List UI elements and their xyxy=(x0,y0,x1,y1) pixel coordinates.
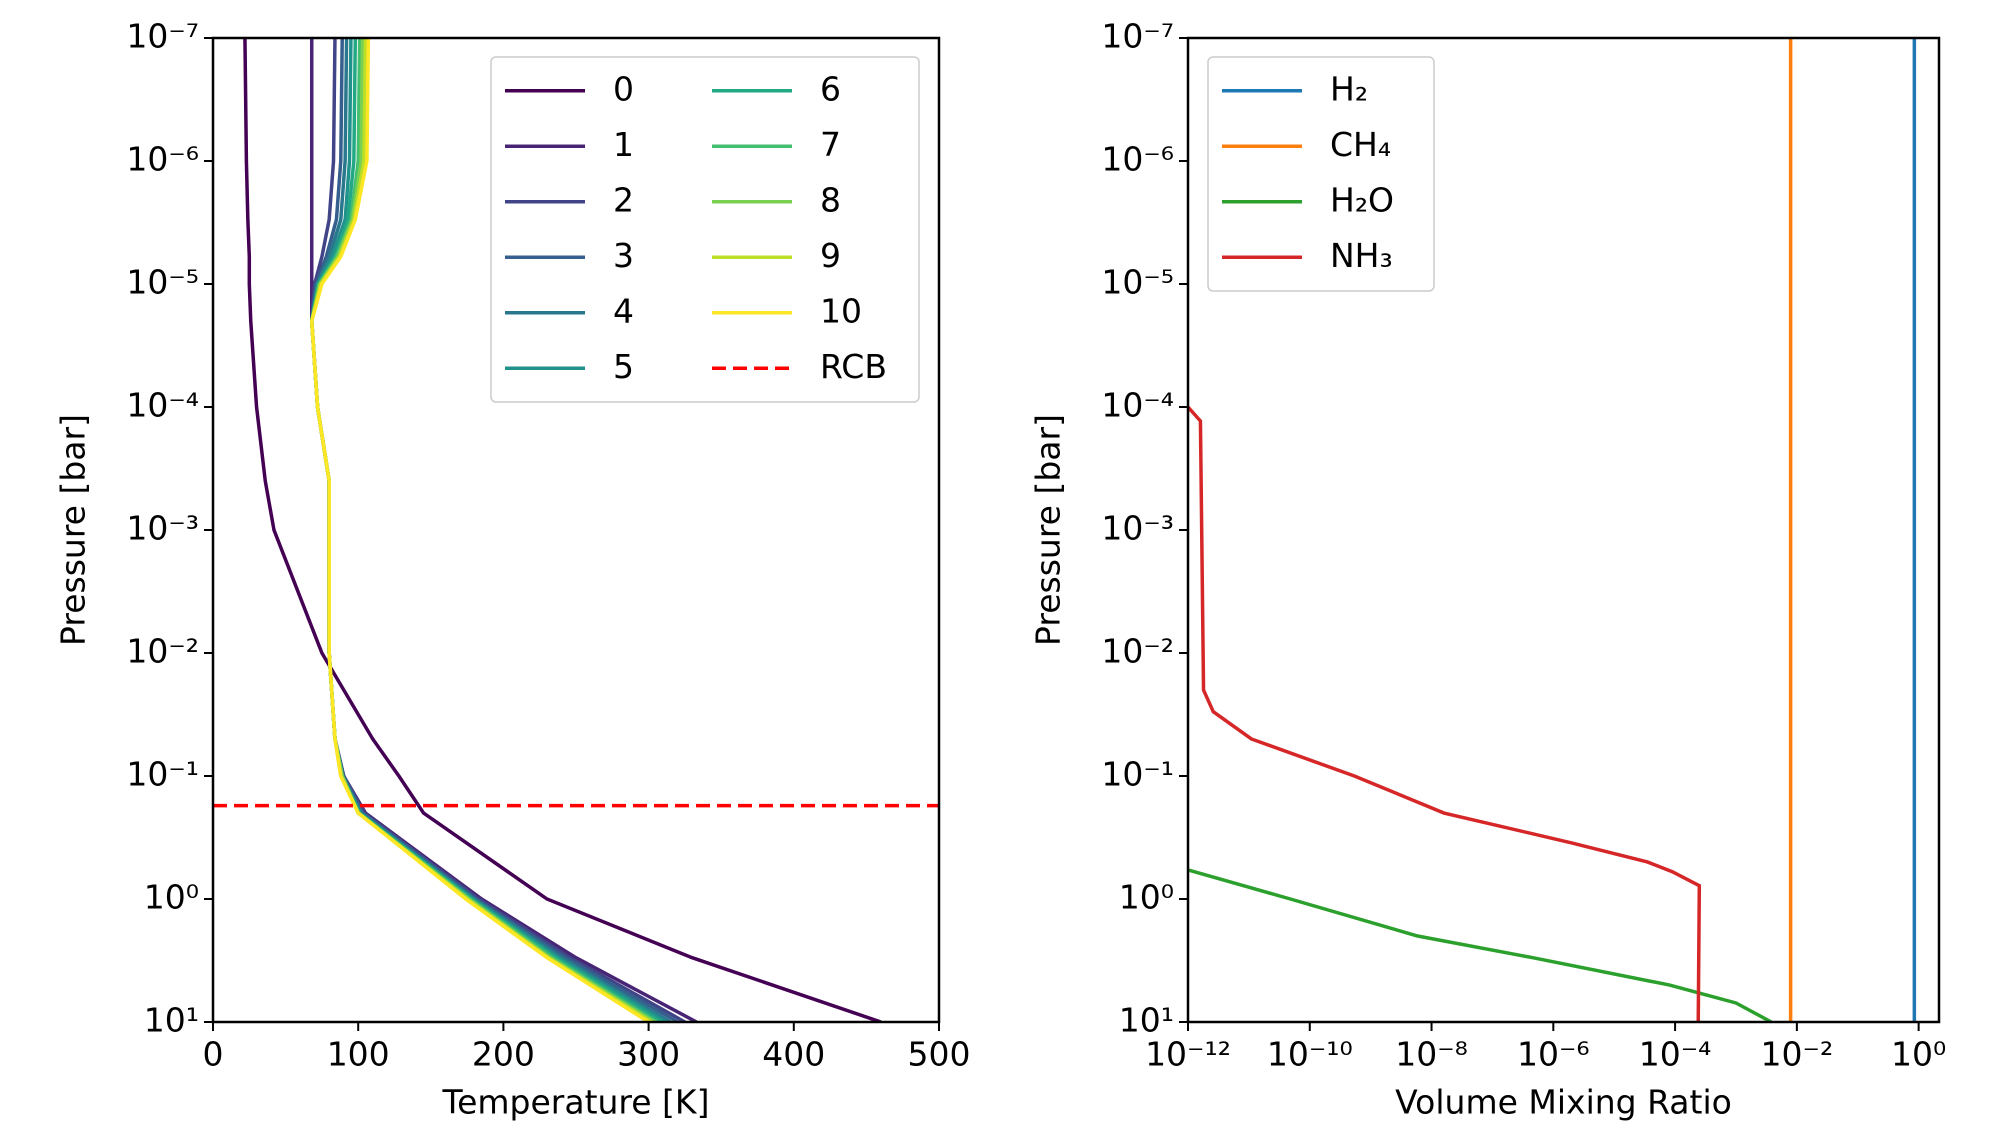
legend-label: 4 xyxy=(613,291,634,330)
y-tick-label: 10⁻¹ xyxy=(1101,755,1174,794)
series-line xyxy=(1188,868,1773,1022)
plot: 10⁻¹² 10⁻¹⁰ 10⁻⁸ 10⁻⁶ 10⁻⁴ 10⁻² 10⁰ 10⁻⁷ 10⁻⁶ 10⁻… xyxy=(1029,17,1947,1122)
x-tick-label: 10⁻⁸ xyxy=(1395,1035,1468,1074)
y-tick-label: 10⁻⁴ xyxy=(1101,386,1174,425)
plot: 0 100 200 300 400 50010⁻⁷10⁻⁶10⁻⁵10⁻⁴10⁻³10⁻²… xyxy=(54,17,971,1122)
lines xyxy=(213,38,939,1022)
legend-box xyxy=(490,56,920,403)
x-tick-label: 500 xyxy=(908,1035,971,1074)
y-tick-label: 10⁻⁶ xyxy=(126,140,199,179)
legend-label: 9 xyxy=(820,236,841,275)
legend-label: 5 xyxy=(613,347,634,386)
x-tick-label: 100 xyxy=(327,1035,390,1074)
legend-box xyxy=(1207,56,1435,292)
x-tick-label: 300 xyxy=(617,1035,680,1074)
series-line xyxy=(1188,405,1702,1022)
y-tick-label: 10⁰ xyxy=(1119,878,1174,917)
y-tick-label: 10⁻⁵ xyxy=(1101,263,1174,302)
y-axis-label: Pressure [bar] xyxy=(1029,414,1068,646)
legend-label: 10 xyxy=(820,291,862,330)
legend-label: 3 xyxy=(613,236,634,275)
legend: 0 1 2 3 4 5 6 7 8 9 10 RCB xyxy=(490,56,920,403)
series-line xyxy=(243,38,882,1022)
x-axis-label: Volume Mixing Ratio xyxy=(1395,1083,1732,1122)
legend-label: CH₄ xyxy=(1330,125,1391,164)
x-tick-label: 400 xyxy=(762,1035,825,1074)
y-axis-label: Pressure [bar] xyxy=(54,414,93,646)
legend-label: H₂O xyxy=(1330,180,1394,219)
legend: H₂ CH₄ H₂O NH₃ xyxy=(1207,56,1435,292)
legend-label: 7 xyxy=(820,125,841,164)
x-tick-label: 200 xyxy=(472,1035,535,1074)
legend-label: RCB xyxy=(820,347,887,386)
series-line xyxy=(309,38,650,1022)
x-tick-label: 10⁻² xyxy=(1761,1035,1834,1074)
y-tick-label: 10⁻⁷ xyxy=(1101,17,1174,56)
x-tick-label: 0 xyxy=(203,1035,224,1074)
y-tick-label: 10⁻² xyxy=(1101,632,1174,671)
legend-label: 1 xyxy=(613,125,634,164)
legend-label: 2 xyxy=(613,180,634,219)
y-tick-label: 10⁰ xyxy=(144,878,199,917)
y-tick-label: 10⁻⁵ xyxy=(126,263,199,302)
y-tick-label: 10⁻³ xyxy=(1101,509,1174,548)
legend-label: NH₃ xyxy=(1330,236,1393,275)
y-tick-label: 10⁻² xyxy=(126,632,199,671)
legend-label: H₂ xyxy=(1330,69,1368,108)
x-tick-label: 10⁻¹⁰ xyxy=(1267,1035,1353,1074)
legend-label: 6 xyxy=(820,69,841,108)
legend-label: 8 xyxy=(820,180,841,219)
y-tick-label: 10¹ xyxy=(1119,1001,1174,1040)
y-tick-label: 10⁻¹ xyxy=(126,755,199,794)
x-tick-label: 10⁻⁴ xyxy=(1639,1035,1712,1074)
y-tick-label: 10⁻⁴ xyxy=(126,386,199,425)
legend-label: 0 xyxy=(613,69,634,108)
x-tick-label: 10⁻¹² xyxy=(1145,1035,1231,1074)
x-axis-label: Temperature [K] xyxy=(442,1083,710,1122)
y-tick-label: 10¹ xyxy=(144,1001,199,1040)
x-tick-label: 10⁻⁶ xyxy=(1517,1035,1590,1074)
y-tick-label: 10⁻³ xyxy=(126,509,199,548)
lines xyxy=(1188,38,1917,1022)
x-tick-label: 10⁰ xyxy=(1891,1035,1946,1074)
y-tick-label: 10⁻⁷ xyxy=(126,17,199,56)
y-tick-label: 10⁻⁶ xyxy=(1101,140,1174,179)
